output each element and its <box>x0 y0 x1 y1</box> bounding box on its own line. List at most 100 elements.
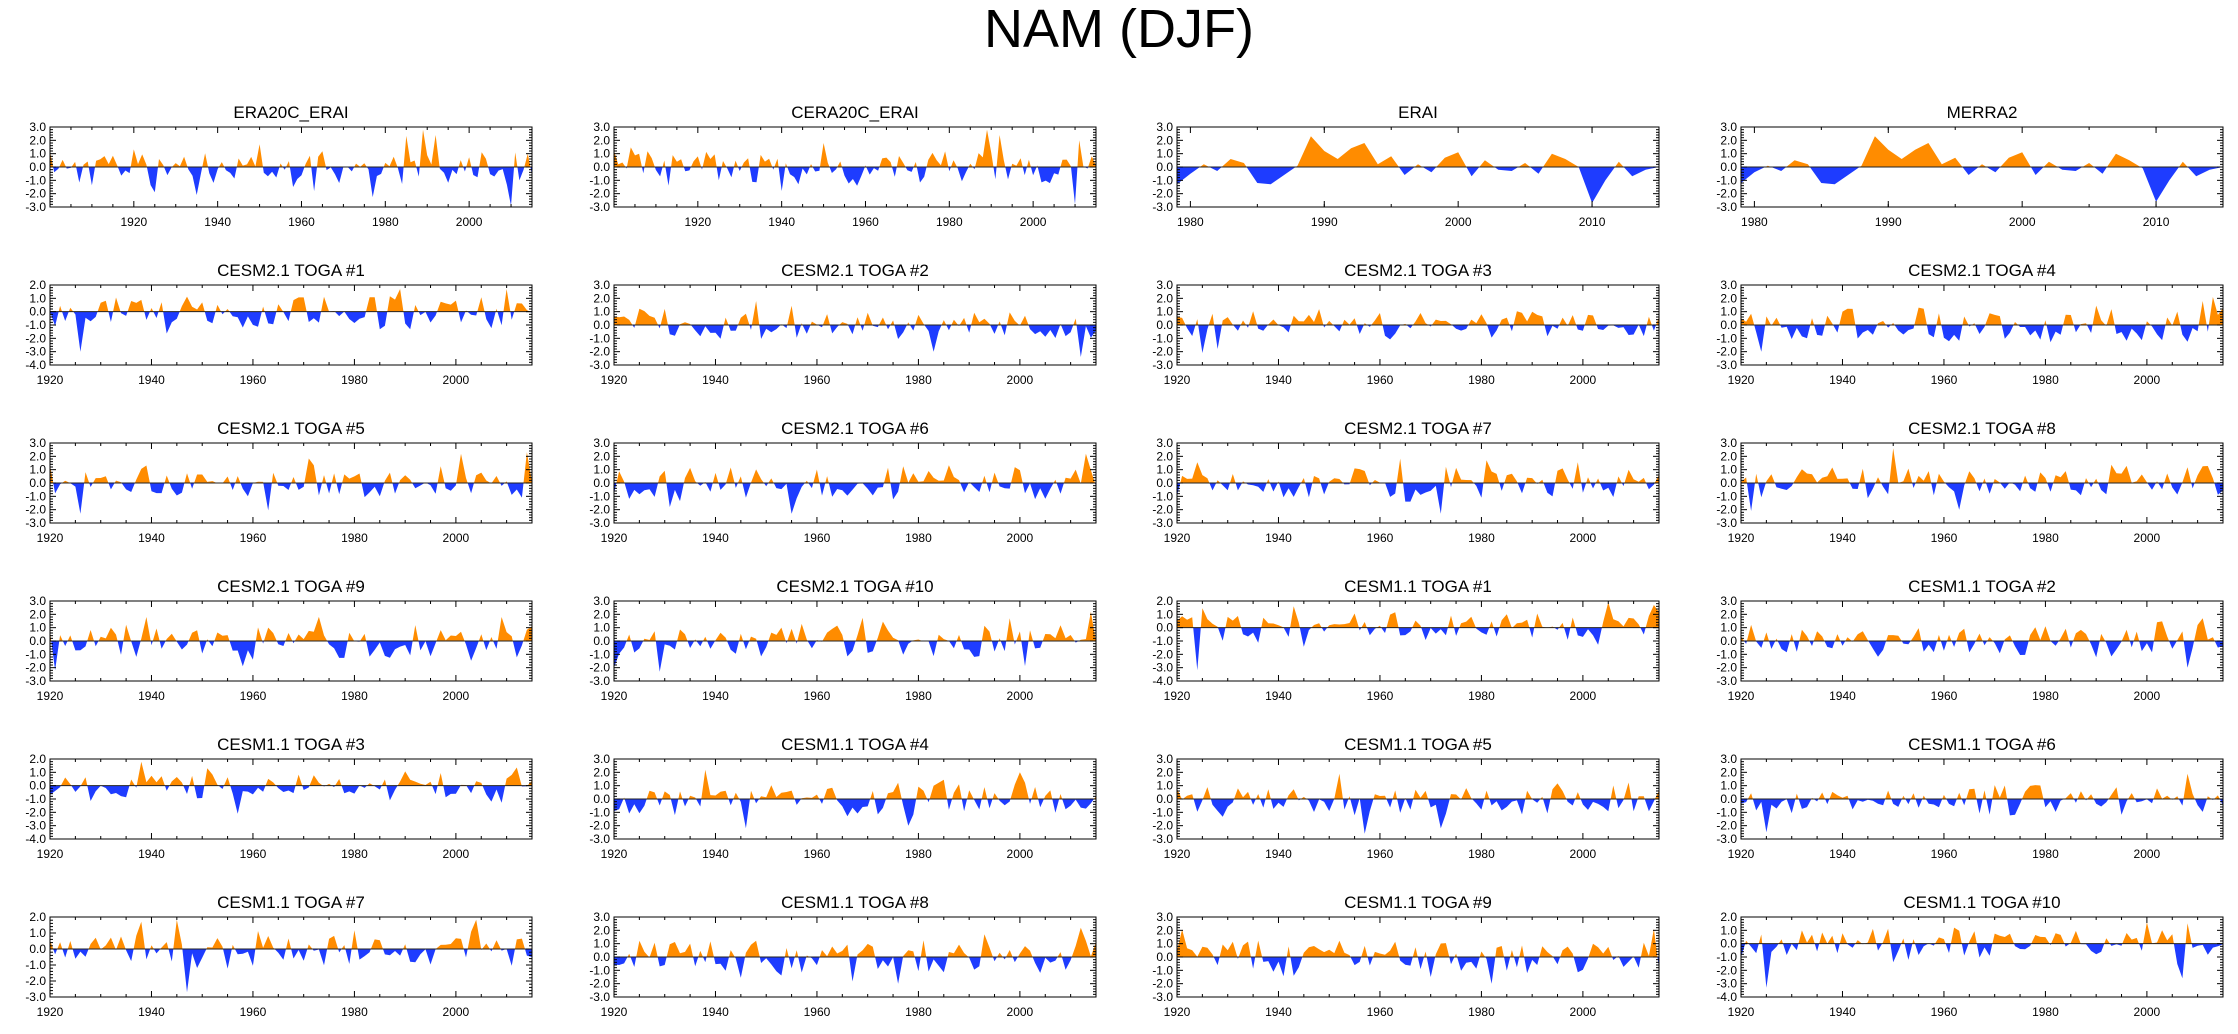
positive-area <box>614 301 1096 325</box>
positive-area <box>1177 602 1659 628</box>
positive-area <box>1177 136 1659 167</box>
y-tick-label: -1.0 <box>589 805 610 819</box>
x-tick-label: 1960 <box>852 215 879 229</box>
y-tick-label: 3.0 <box>1156 278 1173 292</box>
y-tick-label: 2.0 <box>29 449 46 463</box>
y-tick-label: 0.0 <box>29 305 46 319</box>
y-tick-label: 2.0 <box>1720 607 1737 621</box>
y-tick-label: 0.0 <box>1720 937 1737 951</box>
plot-frame <box>49 758 533 840</box>
y-tick-label: -1.0 <box>25 792 46 806</box>
y-tick-label: 0.0 <box>1156 621 1173 635</box>
x-tick-label: 1920 <box>1164 373 1191 387</box>
y-tick-label: -1.0 <box>589 173 610 187</box>
y-tick-label: 1.0 <box>593 305 610 319</box>
y-tick-label: -3.0 <box>589 832 610 846</box>
y-tick-label: -2.0 <box>1716 963 1737 977</box>
x-tick-label: 1920 <box>37 847 64 861</box>
x-tick-label: 1940 <box>1829 1005 1856 1019</box>
panel-title: CESM1.1 TOGA #6 <box>1908 735 2056 754</box>
panel-22: CESM1.1 TOGA #83.02.01.00.0-1.0-2.0-3.01… <box>589 893 1097 1019</box>
y-tick-label: 3.0 <box>593 910 610 924</box>
x-tick-label: 1980 <box>1468 689 1495 703</box>
negative-area <box>1177 957 1659 984</box>
x-tick-label: 1980 <box>905 847 932 861</box>
x-tick-label: 1940 <box>1829 531 1856 545</box>
x-tick-label: 1960 <box>804 373 831 387</box>
x-tick-label: 1980 <box>1468 531 1495 545</box>
y-tick-label: 2.0 <box>593 449 610 463</box>
y-tick-label: 3.0 <box>1720 120 1737 134</box>
x-tick-label: 2000 <box>1570 373 1597 387</box>
panel-21: CESM1.1 TOGA #7 2.0 1.0 0.0 -1.0 -2.0 -3.01920… <box>25 893 533 1019</box>
x-tick-label: 1940 <box>702 847 729 861</box>
negative-area <box>50 311 532 352</box>
y-tick-label: 0.0 <box>29 160 46 174</box>
plot-frame <box>1176 600 1660 682</box>
x-tick-label: 1940 <box>702 689 729 703</box>
x-tick-label: 1980 <box>1468 847 1495 861</box>
y-tick-label: 0.0 <box>1720 634 1737 648</box>
y-tick-label: 2.0 <box>1156 765 1173 779</box>
y-tick-label: 2.0 <box>1720 449 1737 463</box>
y-tick-label: 1.0 <box>1156 779 1173 793</box>
panel-title: ERA20C_ERAI <box>233 103 348 122</box>
x-tick-label: 1980 <box>341 1005 368 1019</box>
x-tick-label: 1920 <box>1728 531 1755 545</box>
y-tick-label: 1.0 <box>1720 147 1737 161</box>
y-tick-label: -1.0 <box>25 647 46 661</box>
x-tick-label: 1980 <box>2032 531 2059 545</box>
y-tick-label: -2.0 <box>589 661 610 675</box>
panel-title: CESM1.1 TOGA #1 <box>1344 577 1492 596</box>
x-tick-label: 1960 <box>240 531 267 545</box>
y-tick-label: 3.0 <box>1720 278 1737 292</box>
page-title: NAM (DJF) <box>984 0 1254 59</box>
y-tick-label: 2.0 <box>1720 765 1737 779</box>
x-tick-label: 1990 <box>1311 215 1338 229</box>
y-tick-label: -1.0 <box>589 647 610 661</box>
x-tick-label: 1960 <box>1367 531 1394 545</box>
x-tick-label: 1940 <box>1265 689 1292 703</box>
y-tick-label: -3.0 <box>1152 661 1173 675</box>
y-tick-label: -3.0 <box>589 200 610 214</box>
panel-title: CESM1.1 TOGA #10 <box>1903 893 2060 912</box>
positive-area <box>614 769 1096 799</box>
y-tick-label: -2.0 <box>1152 345 1173 359</box>
y-tick-label: 3.0 <box>29 436 46 450</box>
panel-title: CESM2.1 TOGA #9 <box>217 577 365 596</box>
y-tick-label: -1.0 <box>25 489 46 503</box>
positive-area <box>1741 448 2223 483</box>
x-tick-label: 1960 <box>1931 531 1958 545</box>
y-tick-label: 1.0 <box>593 147 610 161</box>
y-tick-label: 0.0 <box>593 792 610 806</box>
y-tick-label: -3.0 <box>1716 674 1737 688</box>
panel-24: CESM1.1 TOGA #10 2.01.00.0-1.0-2.0-3.0-4.… <box>1716 893 2224 1019</box>
x-tick-label: 2010 <box>2143 215 2170 229</box>
y-tick-label: 3.0 <box>593 752 610 766</box>
x-tick-label: 2000 <box>2009 215 2036 229</box>
panel-2: CERA20C_ERAI 3.02.01.00.0-1.0-2.0-3.0 1920… <box>589 103 1097 229</box>
positive-area <box>1177 458 1659 483</box>
y-tick-label: 2.0 <box>29 752 46 766</box>
x-tick-label: 1980 <box>341 373 368 387</box>
panel-17: CESM1.1 TOGA #3 2.01.00.0-1.0-2.0-3.0-4.0… <box>25 735 533 861</box>
panel-title: CESM2.1 TOGA #5 <box>217 419 365 438</box>
x-tick-label: 1940 <box>1829 689 1856 703</box>
x-tick-label: 1920 <box>601 1005 628 1019</box>
panel-title: CESM1.1 TOGA #4 <box>781 735 929 754</box>
x-tick-label: 1980 <box>341 531 368 545</box>
negative-area <box>1177 799 1659 834</box>
panel-title: CESM2.1 TOGA #10 <box>776 577 933 596</box>
y-tick-label: -3.0 <box>589 358 610 372</box>
x-tick-label: 1940 <box>138 1005 165 1019</box>
y-tick-label: 1.0 <box>1720 923 1737 937</box>
y-tick-label: -1.0 <box>1152 489 1173 503</box>
y-tick-label: 1.0 <box>593 779 610 793</box>
x-tick-label: 1920 <box>1728 847 1755 861</box>
x-tick-label: 1960 <box>1931 847 1958 861</box>
y-tick-label: 0.0 <box>29 476 46 490</box>
y-tick-label: -1.0 <box>1152 805 1173 819</box>
y-tick-label: 2.0 <box>1156 923 1173 937</box>
y-tick-label: -3.0 <box>1152 832 1173 846</box>
x-tick-label: 1940 <box>138 373 165 387</box>
